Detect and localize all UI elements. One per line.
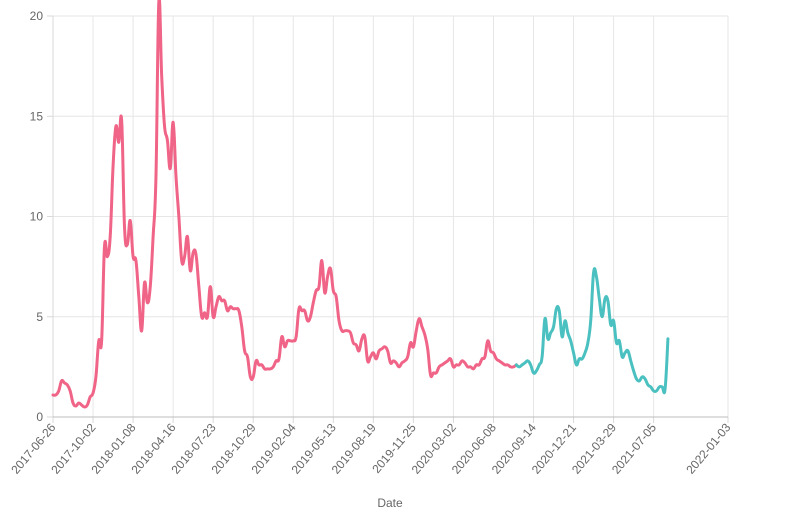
y-tick-label: 0 xyxy=(36,410,43,424)
series-line-1 xyxy=(51,0,518,409)
y-tick-label: 15 xyxy=(30,109,44,123)
y-tick-labels: 0 5 10 15 20 xyxy=(30,9,44,424)
y-tick-label: 5 xyxy=(36,310,43,324)
series-lines xyxy=(51,0,670,409)
y-tick-label: 10 xyxy=(30,210,44,224)
axes xyxy=(52,16,728,418)
y-tick-label: 20 xyxy=(30,9,44,23)
x-axis-title: Date xyxy=(377,496,403,510)
series-line-2 xyxy=(514,267,670,395)
grid-lines xyxy=(47,15,729,423)
x-tick-labels: 2017-06-262017-10-022018-01-082018-04-16… xyxy=(8,420,733,476)
x-tick-label: 2022-01-03 xyxy=(683,420,733,476)
